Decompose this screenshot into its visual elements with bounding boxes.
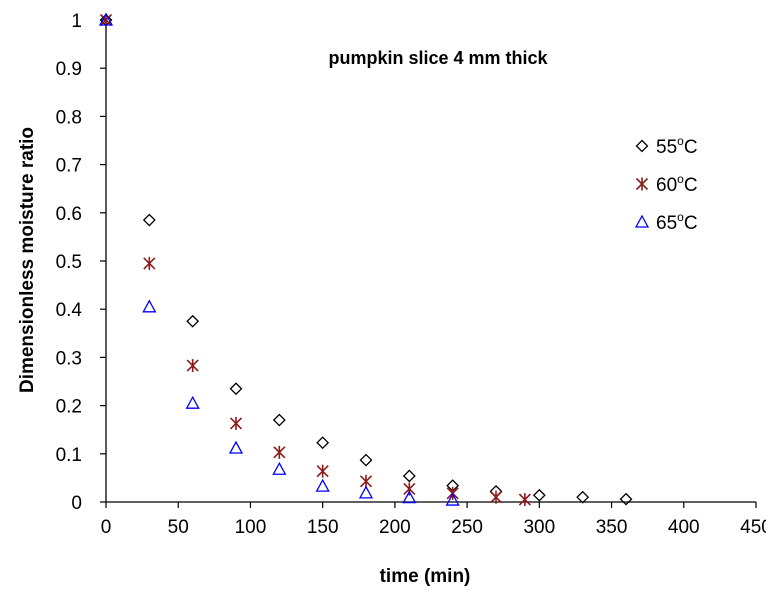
data-point-triangle — [228, 440, 244, 454]
legend: 55oC 60oC 65oC — [634, 134, 698, 234]
x-tick-label: 200 — [379, 517, 411, 538]
legend-label: 60oC — [656, 172, 698, 196]
data-point-triangle — [402, 490, 417, 504]
data-point-triangle — [142, 299, 157, 313]
x-tick-label: 150 — [307, 517, 339, 538]
x-tick-label: 350 — [596, 517, 628, 538]
y-tick-label: 0 — [71, 493, 82, 514]
y-tick-label: 0.9 — [56, 59, 82, 80]
y-tick-label: 1 — [71, 11, 82, 32]
x-tick-label: 250 — [451, 517, 483, 538]
data-point-diamond — [272, 413, 286, 427]
data-point-diamond — [359, 453, 373, 467]
y-axis-title: Dimensionless moisture ratio — [17, 127, 38, 393]
data-point-star — [99, 13, 113, 27]
data-point-diamond — [186, 314, 200, 328]
x-tick-label: 50 — [168, 517, 189, 538]
chart-title: pumpkin slice 4 mm thick — [328, 48, 548, 68]
data-point-star — [229, 416, 243, 430]
data-point-star — [143, 256, 156, 270]
data-point-triangle — [185, 395, 200, 409]
axes — [100, 19, 757, 508]
data-point-star — [403, 482, 416, 496]
data-point-triangle — [272, 461, 287, 475]
y-tick-label: 0.6 — [56, 204, 82, 225]
data-points — [98, 12, 633, 507]
data-point-star — [186, 359, 199, 373]
x-tick-label: 300 — [523, 517, 555, 538]
data-point-diamond — [619, 492, 633, 506]
y-tick-label: 0.4 — [56, 300, 83, 321]
y-tick-label: 0.8 — [56, 107, 82, 128]
tick-labels: 0 50 100 150 200 250 300 350 400 450 0 0.1 0.2 0.3 0.4… — [56, 11, 766, 538]
data-point-star — [273, 445, 286, 459]
legend-marker-star — [635, 177, 649, 191]
x-axis-title: time (min) — [380, 566, 471, 587]
x-tick-label: 400 — [668, 517, 700, 538]
data-point-diamond — [229, 382, 243, 396]
data-point-diamond — [576, 490, 590, 504]
x-tick-label: 100 — [235, 517, 267, 538]
legend-label: 65oC — [656, 210, 698, 234]
data-point-triangle — [315, 478, 330, 492]
data-point-triangle — [445, 492, 460, 506]
legend-label: 55oC — [656, 134, 698, 158]
x-tick-label: 450 — [740, 517, 766, 538]
data-point-diamond — [316, 436, 330, 450]
data-point-star — [518, 493, 531, 507]
y-tick-label: 0.7 — [56, 156, 82, 177]
data-point-triangle — [98, 12, 114, 26]
data-point-star — [316, 464, 329, 478]
data-point-diamond — [532, 488, 546, 502]
data-point-star — [489, 490, 503, 504]
y-tick-label: 0.3 — [56, 348, 82, 369]
y-tick-label: 0.5 — [56, 252, 82, 273]
data-point-triangle — [358, 485, 374, 499]
y-tick-label: 0.1 — [56, 445, 82, 466]
legend-marker-diamond — [635, 139, 649, 153]
data-point-diamond — [402, 469, 416, 483]
legend-marker-triangle — [634, 214, 650, 228]
data-point-diamond — [142, 213, 156, 227]
y-tick-label: 0.2 — [56, 397, 82, 418]
x-tick-label: 0 — [101, 517, 112, 538]
